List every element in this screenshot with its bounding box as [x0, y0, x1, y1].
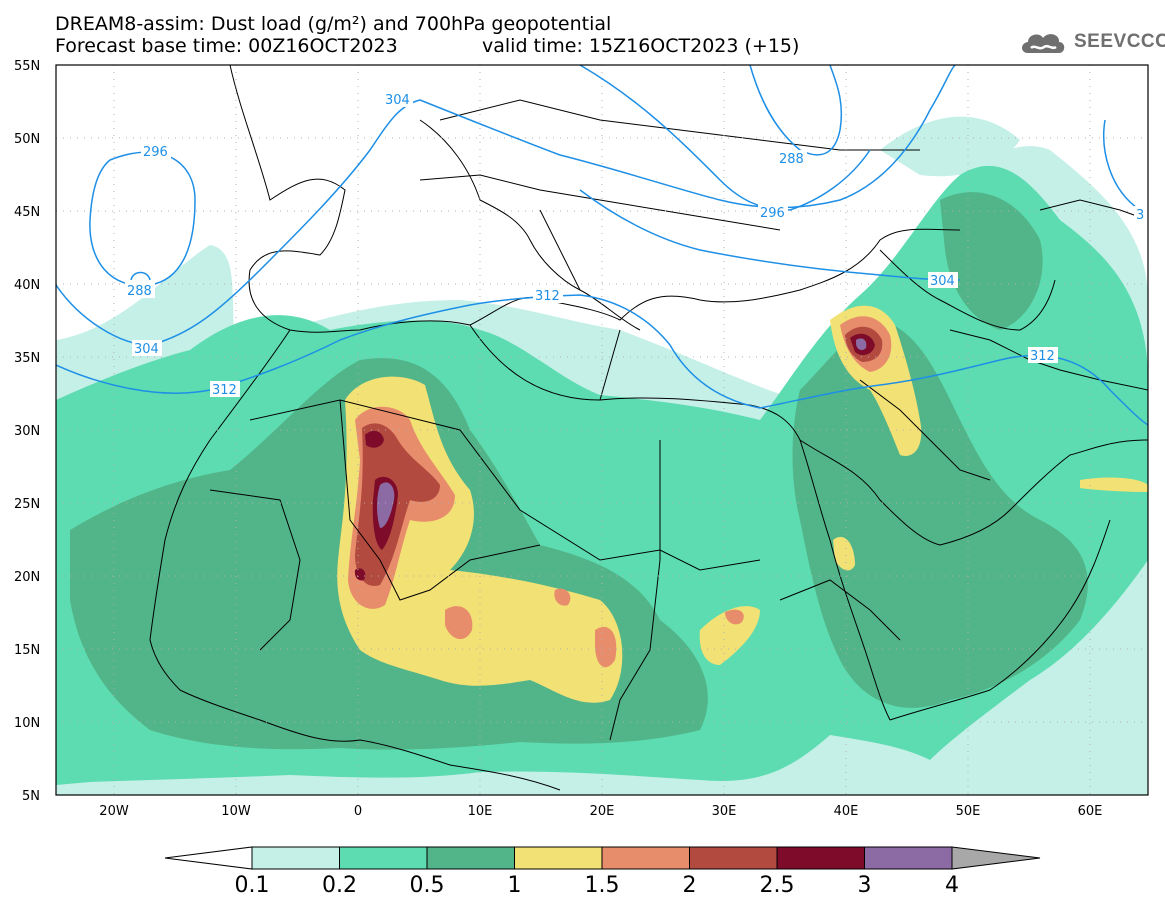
- contour-label: 296: [760, 206, 785, 221]
- lon-label: 30E: [712, 804, 737, 819]
- colorbar-box: [339, 846, 428, 870]
- coastlines: [149, 65, 1148, 791]
- colorbar-box: [251, 846, 340, 870]
- lon-label: 50E: [956, 804, 981, 819]
- graticule: [56, 65, 1148, 795]
- colorbar-box: [514, 846, 603, 870]
- dust-shading-3: [377, 338, 867, 528]
- colorbar-box: [864, 846, 953, 870]
- contour-label: 296: [143, 145, 168, 160]
- longitude-labels: 20W 10W 0 10E 20E 30E 40E 50E 60E: [99, 804, 1102, 819]
- colorbar-label: 2.5: [760, 873, 795, 898]
- valid-time: valid time: 15Z16OCT2023 (+15): [482, 35, 800, 57]
- lat-label: 55N: [14, 59, 40, 74]
- colorbar-box: [776, 846, 865, 870]
- lon-label: 0: [354, 804, 362, 819]
- lat-label: 20N: [14, 570, 40, 585]
- lat-label: 40N: [14, 278, 40, 293]
- lon-label: 10W: [221, 804, 251, 819]
- latitude-labels: 55N 50N 45N 40N 35N 30N 25N 20N 15N 10N …: [14, 59, 40, 804]
- contour-label: 312: [212, 383, 237, 398]
- colorbar-under-triangle: [164, 846, 253, 870]
- contour-label: 288: [779, 152, 804, 167]
- seevccc-logo: SEEVCCC: [1018, 25, 1165, 59]
- forecast-base-time: Forecast base time: 00Z16OCT2023: [55, 35, 398, 57]
- contour-label: 304: [385, 93, 410, 108]
- logo-text: SEEVCCC: [1074, 31, 1165, 52]
- lat-label: 35N: [14, 351, 40, 366]
- map-frame: [55, 64, 1149, 796]
- lon-label: 40E: [834, 804, 859, 819]
- contour-label: 312: [1030, 349, 1055, 364]
- contour-label: 304: [930, 274, 955, 289]
- lon-label: 60E: [1078, 804, 1103, 819]
- colorbar-box: [426, 846, 515, 870]
- lat-label: 50N: [14, 132, 40, 147]
- colorbar-box: [601, 846, 690, 870]
- colorbar-label: 0.5: [410, 873, 445, 898]
- lat-label: 45N: [14, 205, 40, 220]
- lon-label: 20W: [99, 804, 129, 819]
- lon-label: 20E: [590, 804, 615, 819]
- colorbar-label: 1: [508, 873, 522, 898]
- colorbar-label: 3: [858, 873, 872, 898]
- colorbar-label: 1.5: [585, 873, 620, 898]
- contour-label: 3: [1136, 208, 1144, 223]
- colorbar-labels: 0.1 0.2 0.5 1 1.5 2 2.5 3 4: [235, 873, 960, 898]
- contour-label: 288: [127, 284, 152, 299]
- map-title: DREAM8-assim: Dust load (g/m²) and 700hP…: [55, 13, 612, 35]
- colorbar-label: 0.1: [235, 873, 270, 898]
- map-area: 296 288 304 312 304 288 296 304 312 312 …: [56, 65, 1148, 795]
- colorbar-over-triangle: [951, 846, 1041, 870]
- contour-label: 312: [535, 289, 560, 304]
- cloud-logo-icon: [1022, 34, 1065, 53]
- colorbar-box: [689, 846, 778, 870]
- colorbar-label: 0.2: [322, 873, 357, 898]
- geopotential-contours: [56, 65, 1148, 426]
- lat-label: 30N: [14, 424, 40, 439]
- lon-label: 10E: [468, 804, 493, 819]
- colorbar-boxes: [251, 846, 953, 870]
- lat-label: 5N: [22, 789, 40, 804]
- lat-label: 15N: [14, 643, 40, 658]
- contour-label-group: 296 288 304 312 304 288 296 304 312 312 …: [125, 91, 1148, 398]
- colorbar-label: 4: [945, 873, 959, 898]
- lat-label: 10N: [14, 716, 40, 731]
- colorbar-label: 2: [683, 873, 697, 898]
- lat-label: 25N: [14, 497, 40, 512]
- contour-label: 304: [134, 342, 159, 357]
- colorbar: 0.1 0.2 0.5 1 1.5 2 2.5 3 4: [164, 846, 1041, 898]
